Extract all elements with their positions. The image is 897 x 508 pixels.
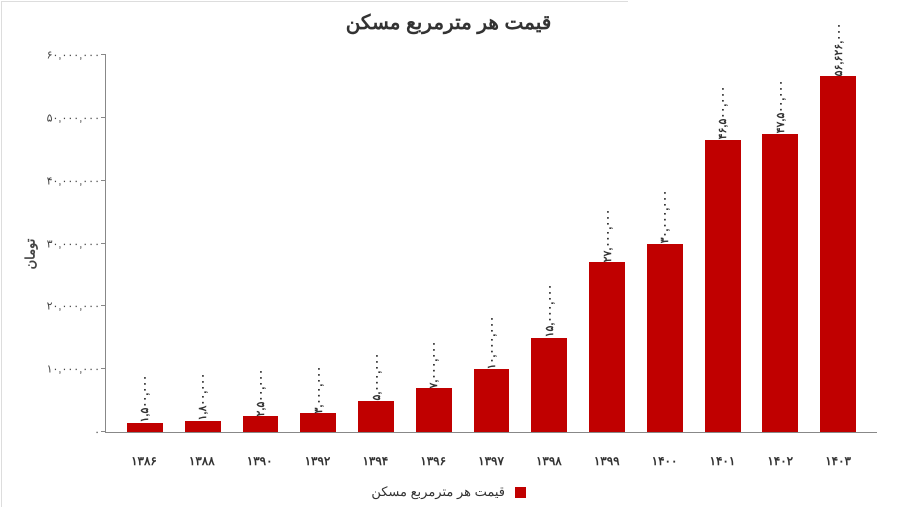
- bar-slot: ۱,۸۰۰,۰۰۰: [174, 55, 232, 432]
- bar-slot: ۴۷,۵۰۰,۰۰۰: [751, 55, 809, 432]
- bar-value-label: ۱,۸۰۰,۰۰۰: [196, 371, 209, 420]
- x-tick-label: ۱۴۰۱: [693, 454, 751, 468]
- y-tick-label: ۲۰,۰۰۰,۰۰۰: [47, 300, 106, 313]
- bar-slot: ۳۰,۰۰۰,۰۰۰: [636, 55, 694, 432]
- bars-group: ۱,۵۰۰,۰۰۰ ۱,۸۰۰,۰۰۰ ۲,۵۰۰,۰۰۰ ۳,۰۰۰,۰۰۰ ۵,۰۰…: [106, 55, 877, 432]
- bar-slot: ۵۶,۶۲۶,۰۰۰: [809, 55, 867, 432]
- bar: [474, 369, 510, 432]
- y-tick-label: ۱۰,۰۰۰,۰۰۰: [47, 363, 106, 376]
- bar-slot: ۲۷,۰۰۰,۰۰۰: [578, 55, 636, 432]
- bar: [762, 134, 798, 432]
- x-tick-label: ۱۳۹۷: [462, 454, 520, 468]
- bar: [185, 421, 221, 432]
- x-tick-label: ۱۳۹۲: [289, 454, 347, 468]
- x-tick-label: ۱۳۸۸: [173, 454, 231, 468]
- bar-slot: ۱,۵۰۰,۰۰۰: [116, 55, 174, 432]
- bar: [589, 262, 625, 432]
- x-tick-label: ۱۳۹۴: [346, 454, 404, 468]
- bar-value-label: ۴۷,۵۰۰,۰۰۰: [774, 78, 787, 133]
- bar: [705, 140, 741, 432]
- x-tick-label: ۱۳۹۰: [231, 454, 289, 468]
- bar-value-label: ۱۵,۰۰۰,۰۰۰: [543, 282, 556, 337]
- x-tick-label: ۱۳۸۶: [115, 454, 173, 468]
- plot-area: ۱,۵۰۰,۰۰۰ ۱,۸۰۰,۰۰۰ ۲,۵۰۰,۰۰۰ ۳,۰۰۰,۰۰۰ ۵,۰۰…: [105, 55, 877, 433]
- bar: [647, 244, 683, 433]
- bar: [820, 76, 856, 432]
- y-tick-label: ۰: [94, 426, 106, 439]
- bar-value-label: ۵,۰۰۰,۰۰۰: [370, 351, 383, 400]
- y-tick-label: ۵۰,۰۰۰,۰۰۰: [47, 111, 106, 124]
- x-tick-label: ۱۴۰۳: [809, 454, 867, 468]
- bar-value-label: ۲۷,۰۰۰,۰۰۰: [601, 207, 614, 262]
- bar-slot: ۵,۰۰۰,۰۰۰: [347, 55, 405, 432]
- x-axis-labels: ۱۳۸۶۱۳۸۸۱۳۹۰۱۳۹۲۱۳۹۴۱۳۹۶۱۳۹۷۱۳۹۸۱۳۹۹۱۴۰۰…: [105, 454, 877, 468]
- bar: [300, 413, 336, 432]
- x-tick-label: ۱۳۹۶: [404, 454, 462, 468]
- y-axis-label: تومان: [22, 239, 38, 270]
- bar-value-label: ۱۰,۰۰۰,۰۰۰: [485, 314, 498, 369]
- bar-slot: ۲,۵۰۰,۰۰۰: [232, 55, 290, 432]
- bar-slot: ۴۶,۵۰۰,۰۰۰: [694, 55, 752, 432]
- bar-value-label: ۵۶,۶۲۶,۰۰۰: [832, 21, 845, 76]
- bar: [358, 401, 394, 432]
- bar: [243, 416, 279, 432]
- bar-value-label: ۳,۰۰۰,۰۰۰: [312, 364, 325, 413]
- legend-swatch: [515, 487, 526, 498]
- chart-container: قیمت هر مترمربع مسکن تومان ۱,۵۰۰,۰۰۰ ۱,۸۰…: [0, 0, 897, 508]
- bar: [531, 338, 567, 432]
- bar-value-label: ۱,۵۰۰,۰۰۰: [138, 373, 151, 422]
- bar-slot: ۷,۰۰۰,۰۰۰: [405, 55, 463, 432]
- y-tick-label: ۳۰,۰۰۰,۰۰۰: [47, 237, 106, 250]
- bar: [127, 423, 163, 432]
- y-tick-label: ۶۰,۰۰۰,۰۰۰: [47, 49, 106, 62]
- x-tick-label: ۱۳۹۸: [520, 454, 578, 468]
- x-tick-label: ۱۴۰۰: [636, 454, 694, 468]
- bar-value-label: ۴۶,۵۰۰,۰۰۰: [716, 84, 729, 139]
- bar-slot: ۱۰,۰۰۰,۰۰۰: [463, 55, 521, 432]
- bar-value-label: ۳۰,۰۰۰,۰۰۰: [658, 188, 671, 243]
- legend: قیمت هر مترمربع مسکن: [0, 484, 897, 500]
- bar-slot: ۱۵,۰۰۰,۰۰۰: [520, 55, 578, 432]
- x-tick-label: ۱۳۹۹: [578, 454, 636, 468]
- bar-value-label: ۲,۵۰۰,۰۰۰: [254, 367, 267, 416]
- bar: [416, 388, 452, 432]
- x-tick-label: ۱۴۰۲: [751, 454, 809, 468]
- y-tick-label: ۴۰,۰۰۰,۰۰۰: [47, 174, 106, 187]
- bar-value-label: ۷,۰۰۰,۰۰۰: [427, 339, 440, 388]
- legend-label: قیمت هر مترمربع مسکن: [371, 484, 505, 499]
- bar-slot: ۳,۰۰۰,۰۰۰: [289, 55, 347, 432]
